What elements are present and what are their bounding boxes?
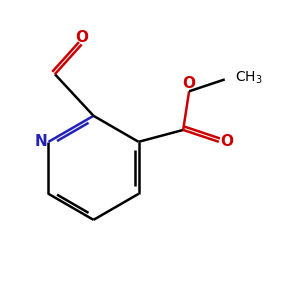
Text: N: N (35, 134, 47, 149)
Text: O: O (220, 134, 233, 149)
Text: CH$_3$: CH$_3$ (235, 70, 263, 86)
Text: O: O (183, 76, 196, 92)
Text: O: O (75, 30, 88, 45)
